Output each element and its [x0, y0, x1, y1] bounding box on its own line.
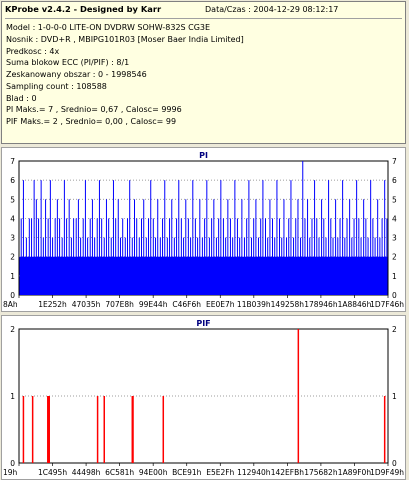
pi-ytick-left-7: 7: [10, 157, 15, 166]
pi-chart-panel: PI 0 0 1 1 2 2 3 3 4 4 5 5 6 6 7 7 8Ah 1E252h 47035h 707E8h 9…: [1, 147, 406, 312]
pif-xtick-7: 112940h: [237, 468, 271, 477]
pif-xtick-2: 44498h: [72, 468, 101, 477]
pi-ytick-right-6: 6: [392, 176, 397, 185]
pif-xtick-8: 142EFBh: [271, 468, 305, 477]
pi-ytick-right-7: 7: [392, 157, 397, 166]
pi-chart: PI 0 0 1 1 2 2 3 3 4 4 5 5 6 6 7 7 8Ah 1E252h 47035h 707E8h 9…: [3, 151, 404, 309]
pif-ytick-left-2: 2: [10, 325, 15, 334]
pi-ytick-left-3: 3: [10, 234, 15, 243]
pi-xtick-11: 1D7F46h: [370, 300, 404, 309]
pi-ytick-left-1: 1: [10, 272, 15, 281]
pi-ytick-right-3: 3: [392, 234, 397, 243]
info-speed: Predkosc : 4x: [6, 46, 60, 56]
pi-baseline-band: [19, 256, 388, 295]
pif-xtick-4: 94E00h: [139, 468, 168, 477]
pi-xtick-6: EE0E7h: [206, 300, 235, 309]
info-scanned-area: Zeskanowany obszar : 0 - 1998546: [6, 70, 147, 79]
pi-ytick-right-1: 1: [392, 272, 397, 281]
pi-xtick-7: 11B039h: [237, 300, 271, 309]
pif-chart-panel: PIF 0 0 1 1 2 2 19h 1C495h 44498h 6C581h 94E00h BCE9…: [1, 315, 406, 480]
pif-xtick-10: 1A89F0h: [338, 468, 372, 477]
pi-title: PI: [199, 151, 208, 160]
pi-ytick-left-0: 0: [10, 291, 15, 300]
pif-plot-frame: [18, 328, 389, 464]
pi-xtick-1: 1E252h: [38, 300, 67, 309]
pif-ytick-right-2: 2: [392, 325, 397, 334]
info-model: Model : 1-0-0-0 LITE-ON DVDRW SOHW-832S …: [6, 23, 211, 32]
pi-xtick-10: 1A8846h: [338, 300, 372, 309]
pif-chart: PIF 0 0 1 1 2 2 19h 1C495h 44498h 6C581h 94E00h BCE9…: [3, 319, 404, 477]
header-divider: [5, 18, 402, 19]
pif-xtick-6: E5E2Fh: [206, 468, 234, 477]
info-error: Blad : 0: [6, 93, 37, 103]
info-lines: Model : 1-0-0-0 LITE-ON DVDRW SOHW-832S …: [6, 22, 244, 128]
pif-xtick-11: 1D9F49h: [370, 468, 404, 477]
scan-date: Data/Czas : 2004-12-29 08:12:17: [205, 5, 339, 14]
pif-ytick-left-1: 1: [10, 392, 15, 401]
pif-ytick-right-1: 1: [392, 392, 397, 401]
pi-ytick-right-0: 0: [392, 291, 397, 300]
pi-xtick-4: 99E44h: [139, 300, 168, 309]
info-ecc-blocks: Suma blokow ECC (PI/PIF) : 8/1: [6, 58, 130, 68]
pif-xtick-0: 19h: [3, 468, 18, 477]
info-header: KProbe v2.4.2 - Designed by Karr Data/Cz…: [5, 4, 403, 15]
pi-xtick-8: 149258h: [271, 300, 305, 309]
pif-xtick-9: 175682h: [304, 468, 338, 477]
pi-xtick-2: 47035h: [72, 300, 101, 309]
pi-ytick-left-4: 4: [10, 214, 15, 223]
pif-xtick-1: 1C495h: [38, 468, 67, 477]
pif-title: PIF: [196, 319, 210, 328]
pi-xtick-5: C46F6h: [172, 300, 201, 309]
info-pi-summary: PI Maks.= 7 , Srednio= 0,67 , Calosc= 99…: [6, 105, 182, 115]
pi-ytick-left-2: 2: [10, 253, 15, 262]
pi-ytick-left-5: 5: [10, 195, 15, 204]
pif-xtick-3: 6C581h: [105, 468, 134, 477]
pi-xtick-3: 707E8h: [105, 300, 134, 309]
pi-ytick-right-5: 5: [392, 195, 397, 204]
pi-xtick-9: 178946h: [304, 300, 338, 309]
pif-xtick-5: BCE91h: [172, 468, 202, 477]
info-sampling-count: Sampling count : 108588: [6, 81, 107, 91]
pi-xtick-0: 8Ah: [3, 300, 18, 309]
info-panel: KProbe v2.4.2 - Designed by Karr Data/Cz…: [1, 1, 406, 144]
pif-ytick-left-0: 0: [10, 459, 15, 468]
pi-ytick-right-4: 4: [392, 214, 397, 223]
pi-ytick-left-6: 6: [10, 176, 15, 185]
pi-ytick-right-2: 2: [392, 253, 397, 262]
app-title: KProbe v2.4.2 - Designed by Karr: [5, 4, 162, 14]
info-pif-summary: PIF Maks.= 2 , Srednio= 0,00 , Calosc= 9…: [6, 117, 177, 126]
pif-ytick-right-0: 0: [392, 459, 397, 468]
info-media: Nosnik : DVD+R , MBIPG101R03 [Moser Baer…: [6, 34, 244, 44]
